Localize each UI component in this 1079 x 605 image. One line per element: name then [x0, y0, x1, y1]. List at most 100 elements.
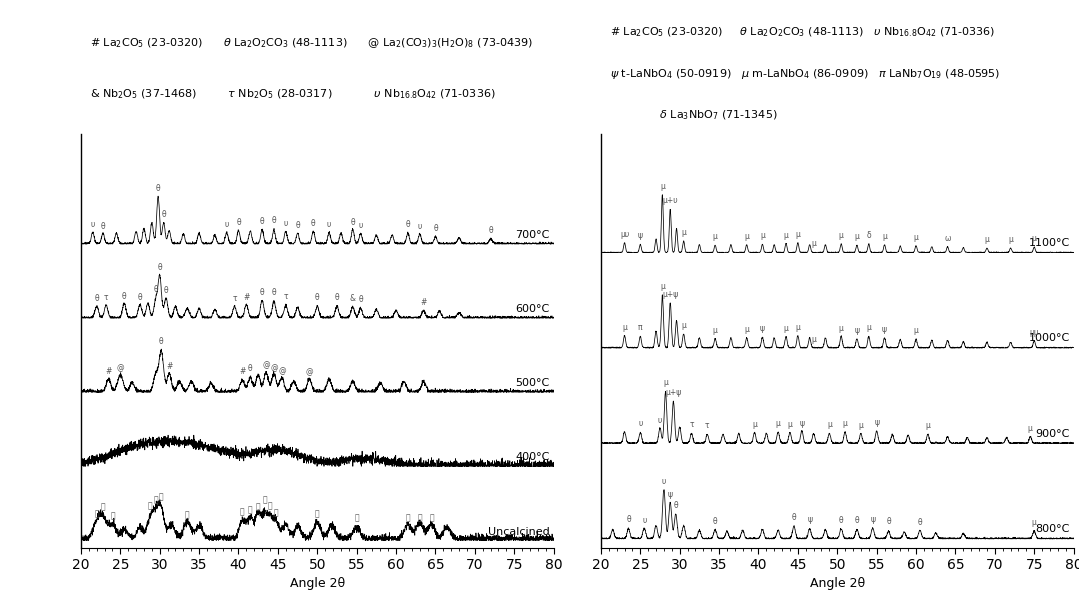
Text: 1000°C: 1000°C: [1028, 333, 1069, 344]
Text: μ: μ: [660, 182, 665, 191]
Text: μ: μ: [883, 232, 887, 241]
Text: μ: μ: [811, 335, 816, 344]
Text: τ: τ: [104, 293, 108, 302]
Text: τ: τ: [689, 420, 694, 430]
Text: θ: θ: [272, 216, 276, 225]
X-axis label: Angle 2θ: Angle 2θ: [809, 578, 864, 590]
Text: @: @: [270, 363, 277, 371]
Text: δ: δ: [866, 231, 871, 240]
Text: θ: θ: [406, 220, 410, 229]
Text: μ: μ: [926, 422, 930, 430]
Text: υ: υ: [284, 219, 288, 228]
Text: μ: μ: [681, 321, 686, 330]
Text: ⓐ: ⓐ: [268, 502, 272, 511]
Text: ⓐ: ⓐ: [153, 495, 159, 505]
Text: θ: θ: [673, 501, 678, 510]
X-axis label: Angle 2θ: Angle 2θ: [290, 578, 345, 590]
Text: τ: τ: [284, 292, 288, 301]
Text: ⓐ: ⓐ: [110, 511, 114, 520]
Text: θ: θ: [100, 221, 106, 231]
Text: μ: μ: [664, 378, 668, 387]
Text: μ: μ: [776, 419, 780, 428]
Text: θ: θ: [315, 293, 319, 302]
Text: ⓐ: ⓐ: [262, 495, 267, 505]
Text: ⓐ: ⓐ: [148, 502, 152, 511]
Text: 700°C: 700°C: [516, 230, 549, 240]
Text: θ: θ: [159, 337, 164, 346]
Text: θ: θ: [886, 517, 891, 526]
Text: θ: θ: [94, 294, 99, 303]
Text: μ: μ: [1032, 234, 1037, 243]
Text: θ: θ: [122, 292, 126, 301]
Text: # $\mathregular{La_2CO_5}$ (23-0320)      $\theta$ $\mathregular{La_2O_2CO_3}$ (: # $\mathregular{La_2CO_5}$ (23-0320) $\t…: [91, 36, 533, 50]
Text: υ: υ: [642, 516, 646, 525]
Text: μ+ψ: μ+ψ: [666, 388, 682, 397]
Text: μ: μ: [811, 240, 816, 248]
Text: ⓐ: ⓐ: [418, 514, 422, 523]
Text: Uncalcined: Uncalcined: [488, 526, 549, 537]
Text: ⓐ: ⓐ: [185, 511, 190, 520]
Text: ⓐ: ⓐ: [241, 508, 245, 516]
Text: ⓐ: ⓐ: [248, 506, 252, 515]
Text: ⓐ: ⓐ: [256, 502, 260, 511]
Text: π: π: [638, 323, 643, 332]
Text: ⓐ: ⓐ: [100, 502, 106, 511]
Text: μ+ψ: μ+ψ: [663, 290, 679, 299]
Text: θ: θ: [311, 219, 316, 228]
Text: μυ: μυ: [620, 230, 629, 239]
Text: μ: μ: [1032, 518, 1037, 527]
Text: 800°C: 800°C: [1035, 524, 1069, 534]
Text: υ: υ: [418, 221, 422, 231]
Text: μ: μ: [745, 232, 749, 241]
Text: μ: μ: [795, 229, 801, 238]
Text: ψ: ψ: [882, 325, 887, 334]
Text: μ: μ: [681, 227, 686, 237]
Text: μ: μ: [783, 324, 789, 333]
Text: @: @: [305, 367, 313, 376]
Text: μ: μ: [843, 419, 848, 428]
Text: υ: υ: [327, 220, 331, 229]
Text: &: &: [350, 293, 356, 302]
Text: θ: θ: [272, 289, 276, 297]
Text: #: #: [240, 367, 246, 376]
Text: υ: υ: [638, 419, 642, 428]
Text: ⓐ: ⓐ: [429, 513, 434, 522]
Text: $\psi$ t-$\mathregular{LaNbO_4}$ (50-0919)   $\mu$ m-$\mathregular{LaNbO_4}$ (86: $\psi$ t-$\mathregular{LaNbO_4}$ (50-091…: [611, 67, 1000, 81]
Text: μ: μ: [914, 233, 918, 241]
Text: ψ: ψ: [800, 419, 804, 428]
Text: ψ: ψ: [638, 231, 643, 240]
Text: ψ: ψ: [760, 324, 765, 333]
Text: θ: θ: [917, 518, 923, 526]
Text: θ: θ: [489, 226, 493, 235]
Text: $\delta$ $\mathregular{La_3NbO_7}$ (71-1345): $\delta$ $\mathregular{La_3NbO_7}$ (71-1…: [611, 108, 778, 122]
Text: μ: μ: [984, 235, 989, 244]
Text: μ+υ: μ+υ: [663, 196, 678, 205]
Text: υ: υ: [224, 220, 229, 229]
Text: θ: θ: [162, 210, 166, 219]
Text: μ: μ: [660, 282, 665, 291]
Text: μ: μ: [827, 420, 832, 429]
Text: ⓐ: ⓐ: [315, 509, 319, 518]
Text: ψ: ψ: [668, 489, 672, 499]
Text: υ: υ: [358, 221, 363, 230]
Text: θ: θ: [334, 293, 339, 302]
Text: #: #: [421, 298, 427, 307]
Text: μ: μ: [623, 323, 627, 332]
Text: θ: θ: [260, 217, 264, 226]
Text: μ: μ: [1008, 235, 1013, 244]
Text: 400°C: 400°C: [516, 453, 549, 462]
Text: #: #: [166, 362, 173, 371]
Text: ⓐ: ⓐ: [406, 513, 410, 522]
Text: θ: θ: [351, 218, 355, 226]
Text: μ: μ: [838, 324, 844, 333]
Text: θ: θ: [138, 293, 142, 302]
Text: ⓐ: ⓐ: [274, 508, 278, 517]
Text: 600°C: 600°C: [516, 304, 549, 314]
Text: τ: τ: [232, 295, 236, 304]
Text: # $\mathregular{La_2CO_5}$ (23-0320)     $\theta$ $\mathregular{La_2O_2CO_3}$ (4: # $\mathregular{La_2CO_5}$ (23-0320) $\t…: [611, 25, 996, 39]
Text: θ: θ: [296, 221, 300, 230]
Text: ψ: ψ: [870, 515, 875, 523]
Text: θ: θ: [164, 286, 168, 295]
Text: θ: θ: [713, 517, 718, 526]
Text: ψ: ψ: [874, 418, 879, 427]
